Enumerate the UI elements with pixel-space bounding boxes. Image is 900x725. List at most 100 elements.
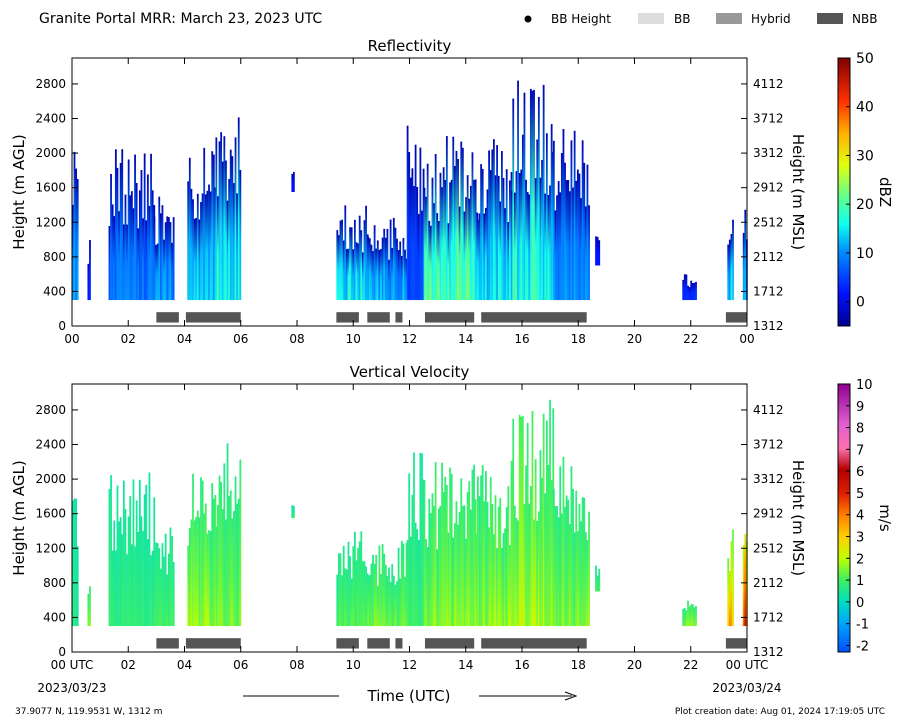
echo-strip [223, 463, 226, 627]
echo-strip [373, 563, 376, 627]
echo-strip [468, 198, 471, 301]
bright-band-segment-nbb [156, 312, 179, 323]
echo-strip [159, 213, 162, 301]
echo-strip [217, 196, 219, 301]
echo-strip [433, 203, 435, 301]
echo-strip [164, 222, 167, 301]
echo-strip [501, 151, 503, 301]
y2-tick-label: 3712 [753, 438, 784, 452]
echo-strip [108, 488, 111, 627]
echo-strip [583, 162, 586, 301]
echo-strip [223, 136, 226, 301]
echo-strip [134, 154, 136, 301]
echo-strip [360, 230, 363, 301]
echo-strip [391, 248, 394, 301]
echo-strip [116, 167, 119, 301]
colorbar-tick-label: 50 [856, 51, 874, 67]
echo-strip [110, 173, 112, 301]
echo-strip [586, 540, 589, 627]
echo-strip [431, 493, 434, 627]
echo-strip [111, 204, 114, 301]
bright-band-segment-nbb [725, 638, 747, 649]
echo-strip [192, 473, 194, 627]
echo-strip [507, 222, 510, 301]
echo-strip [76, 179, 79, 301]
echo-strip [413, 452, 415, 627]
echo-strip [690, 280, 693, 301]
echo-strip [517, 520, 519, 627]
echo-strip [537, 96, 540, 301]
echo-strip [442, 167, 445, 301]
echo-strip [501, 548, 503, 627]
echo-strip [360, 531, 363, 627]
echo-strip [447, 223, 450, 301]
echo-strip [491, 149, 494, 301]
echo-strip [588, 511, 590, 627]
legend-hybrid-swatch [716, 13, 742, 24]
echo-strip [512, 98, 515, 301]
echo-strip [140, 516, 143, 627]
echo-column [187, 147, 217, 301]
colorbar-tick-label: 0 [856, 596, 864, 611]
echo-strip [463, 505, 466, 627]
y-tick-label: 2800 [35, 403, 66, 417]
echo-strip [489, 170, 492, 301]
echo-strip [196, 510, 199, 627]
echo-strip [744, 533, 747, 627]
echo-strip [417, 539, 420, 627]
echo-strip [732, 529, 734, 627]
y2-tick-label: 2112 [753, 250, 784, 264]
x-axis: 00 02 04 06 08 10 12 14 16 18 20 22 00 [64, 58, 755, 346]
x-tick-label: 16 [514, 332, 529, 346]
echo-strip [541, 160, 543, 301]
echo-strip [237, 117, 240, 301]
y2-tick-label: 2512 [753, 215, 784, 229]
echo-strip [416, 186, 419, 301]
echo-strip [138, 479, 141, 627]
echo-strip [507, 486, 510, 627]
echo-strip [429, 225, 432, 301]
echo-strip [429, 513, 432, 627]
echo-strip [504, 208, 506, 301]
echo-strip [687, 285, 689, 301]
echo-strip [142, 218, 144, 301]
echo-strip [727, 244, 730, 301]
echo-column [87, 239, 91, 301]
echo-strip [575, 180, 578, 301]
echo-strip [572, 187, 574, 301]
echo-strip [153, 216, 156, 301]
echo-strip [688, 606, 691, 627]
echo-strip [389, 581, 392, 627]
echo-strip [344, 205, 347, 301]
echo-strip [380, 574, 382, 627]
echo-strip [596, 236, 599, 266]
echo-strip [682, 608, 685, 627]
echo-strip [596, 575, 599, 592]
echo-strip [114, 149, 117, 301]
echo-strip [352, 546, 355, 627]
echo-strip [477, 219, 479, 301]
echo-strip [539, 177, 542, 301]
echo-strip [195, 217, 198, 301]
echo-strip [545, 133, 548, 301]
echo-strip [453, 165, 456, 301]
echo-strip [573, 130, 576, 301]
echo-strip [151, 190, 154, 301]
plot-creation-date: Plot creation date: Aug 01, 2024 17:19:0… [675, 707, 885, 717]
y-tick-label: 0 [58, 645, 66, 659]
echo-strip [509, 544, 511, 627]
echo-strip [728, 570, 731, 627]
echo-strip [124, 194, 127, 301]
echo-strip [355, 560, 358, 627]
echo-strip [414, 144, 417, 301]
echo-strip [151, 550, 154, 627]
echo-strip [206, 533, 209, 627]
echo-strip [150, 153, 152, 301]
echo-strip [460, 478, 463, 627]
colorbar-label: m/s [876, 504, 894, 532]
echo-strip [488, 527, 490, 627]
echo-strip [485, 207, 487, 301]
echo-strip [562, 456, 565, 627]
echo-strip [239, 459, 242, 627]
